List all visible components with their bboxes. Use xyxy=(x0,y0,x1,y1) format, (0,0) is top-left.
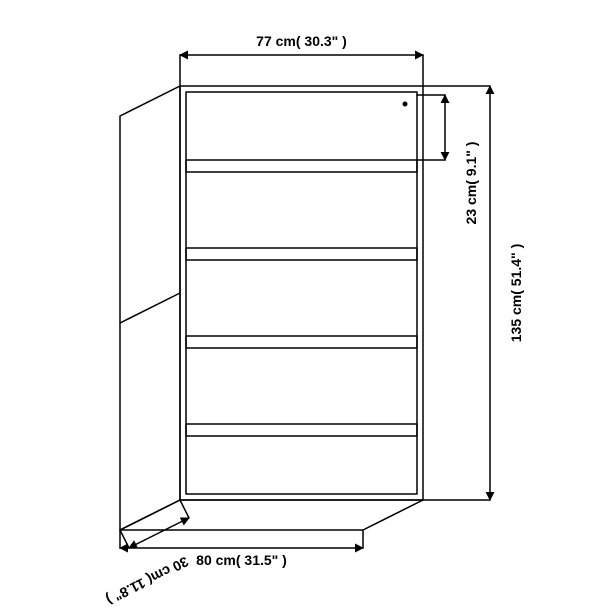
dim-label-overall-height: 135 cm( 51.4" ) xyxy=(508,244,524,342)
diagram-stage: 77 cm( 30.3" ) 23 cm( 9.1" ) 135 cm( 51.… xyxy=(0,0,600,600)
dim-label-overall-width: 80 cm( 31.5" ) xyxy=(196,552,287,568)
dim-label-top-width: 77 cm( 30.3" ) xyxy=(256,33,347,49)
dim-label-inner-height: 23 cm( 9.1" ) xyxy=(463,141,479,224)
